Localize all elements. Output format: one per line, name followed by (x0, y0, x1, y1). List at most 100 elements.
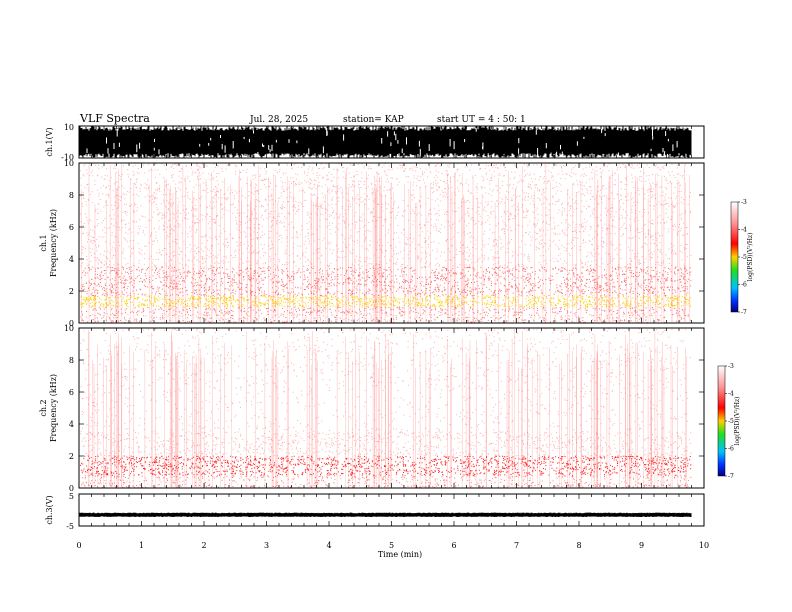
time-tick-label: 6 (451, 541, 456, 550)
ch1-spectrogram-ytick-label: 0 (69, 319, 74, 328)
ch1-waveform-trace (79, 126, 692, 162)
ch1-waveform-gap (604, 133, 606, 137)
ch1-waveform-gap (232, 141, 234, 149)
ch1-colorbar-label: log(PSD)(V²/Hz) (747, 233, 754, 282)
ch1-waveform-gap (158, 149, 160, 155)
time-axis-label: Time (min) (378, 550, 422, 559)
ch1-waveform-gap (308, 148, 310, 155)
ch3-ytick-top: 5 (69, 492, 74, 501)
ch1-waveform-ticks (78, 126, 705, 158)
ch1-waveform-gap (576, 155, 578, 158)
ch1-waveform-gap (482, 142, 484, 150)
ch1-waveform-gap (271, 144, 273, 151)
ch1-waveform-gap (296, 140, 298, 144)
ch1-waveform-gap (583, 136, 585, 139)
ch2-spectrogram-ytick-label: 6 (69, 388, 74, 397)
time-tick-label: 5 (389, 541, 394, 550)
ch1-spectrogram-band-0 (80, 306, 692, 324)
ch1-waveform-gap (560, 144, 561, 150)
ch1-waveform-gap (253, 130, 254, 134)
ch1-spectrogram-ylabel-channel: ch.1 (39, 234, 48, 251)
ch1-waveform-gap (243, 136, 245, 140)
ch1-waveform-gap (275, 139, 277, 143)
ch1-waveform-gap (406, 137, 407, 145)
ch1-waveform-gap (326, 128, 328, 136)
ch1-colorbar-tick-label: -5 (741, 254, 747, 261)
time-tick-label: 0 (76, 541, 81, 550)
ch1-spectrogram-band-2 (81, 266, 692, 297)
ch1-waveform-gap (576, 141, 578, 146)
ch1-waveform-gap (269, 149, 271, 153)
ch1-waveform-gap (518, 148, 520, 154)
time-tick-label: 7 (514, 541, 519, 550)
ch1-spectrogram-band-1-hot (81, 295, 676, 308)
ch1-waveform-gap (561, 151, 563, 154)
ch1-waveform-gap (86, 148, 88, 153)
ch1-spectrogram-ytick-labels: 0 2 4 6 8 10 (64, 159, 704, 328)
ch1-colorbar-tick-label: -6 (741, 282, 747, 289)
ch1-colorbar-tick-label: -7 (741, 309, 747, 316)
ch1-spectrogram-ylabel-frequency: Frequency (kHz) (49, 209, 58, 277)
ch1-waveform-gap (208, 143, 210, 146)
ch2-spectrogram-ytick-label: 2 (69, 452, 74, 461)
ch1-waveform-gap (381, 138, 383, 144)
ch1-waveform-gap (106, 137, 107, 144)
station-label: station= KAP (343, 115, 404, 125)
ch2-spectrogram-ytick-label: 4 (69, 420, 74, 429)
ch2-spectrogram-band-3 (80, 327, 691, 433)
time-tick-label: 2 (201, 541, 206, 550)
ch1-waveform-gap (322, 156, 324, 162)
figure-title: VLF Spectra (79, 112, 150, 125)
ch1-waveform-gap (418, 140, 420, 147)
ch1-waveform-gap (390, 142, 392, 147)
ch1-waveform-gap (419, 148, 421, 156)
ch2-colorbar-tick-label: -4 (728, 391, 734, 398)
time-axis-tick-labels: 0 1 2 3 4 5 6 7 8 9 10 (76, 541, 709, 550)
ch1-waveform-gap (672, 144, 674, 152)
ch1-spectrogram-ytick-label: 6 (69, 223, 74, 232)
time-tick-label: 1 (139, 541, 144, 550)
time-tick-label: 8 (576, 541, 581, 550)
ch1-waveform-gap (118, 142, 120, 147)
ch2-colorbar (717, 365, 726, 477)
ch1-waveform-panel: 10 -10 ch.1(V) (45, 123, 705, 162)
ch1-waveform-gap (116, 128, 118, 137)
ch1-waveform-gap (154, 138, 155, 142)
date-label: Jul. 28, 2025 (249, 115, 308, 125)
ch1-waveform-gap (464, 139, 466, 142)
ch3-waveform-ticks (78, 494, 705, 526)
ch2-spectrogram-band-2 (80, 431, 692, 457)
time-tick-label: 9 (639, 541, 644, 550)
ch1-waveform-gap (535, 129, 537, 135)
ch1-colorbar (730, 201, 739, 313)
ch2-spectrogram-sferics (88, 330, 687, 487)
ch2-spectrogram-ytick-label: 10 (64, 324, 74, 333)
ch1-waveform-gap (667, 153, 669, 160)
ch1-waveform-gap (487, 153, 489, 156)
ch1-waveform-gap (113, 143, 115, 150)
ch1-waveform-gap (262, 143, 263, 147)
ch1-waveform-gap (664, 151, 666, 158)
ch1-waveform-gap (210, 138, 212, 141)
ch3-waveform-trace (79, 512, 692, 517)
ch1-waveform-gap (263, 145, 265, 148)
ch1-colorbar-tick-label: -3 (741, 199, 747, 206)
ch1-waveform-gap (240, 155, 242, 160)
ch1-ytick-bottom: -10 (61, 153, 74, 162)
ch1-waveform-gap (268, 145, 270, 150)
ch1-waveform-gap (545, 143, 547, 149)
ch1-waveform-gap (199, 143, 201, 147)
ch1-waveform-gap (139, 142, 141, 149)
ch1-waveform-gap (387, 131, 389, 137)
start-time-label: start UT = 4 : 50: 1 (437, 115, 526, 125)
ch1-colorbar-tick-label: -4 (741, 227, 747, 234)
ch2-spectrogram-ticks (78, 328, 705, 488)
ch1-waveform-gap (141, 154, 143, 158)
time-tick-label: 4 (326, 541, 331, 550)
ch1-waveform-path (79, 126, 692, 158)
ch1-spectrogram-ytick-label: 4 (69, 255, 74, 264)
ch1-waveform-gap (220, 135, 221, 138)
